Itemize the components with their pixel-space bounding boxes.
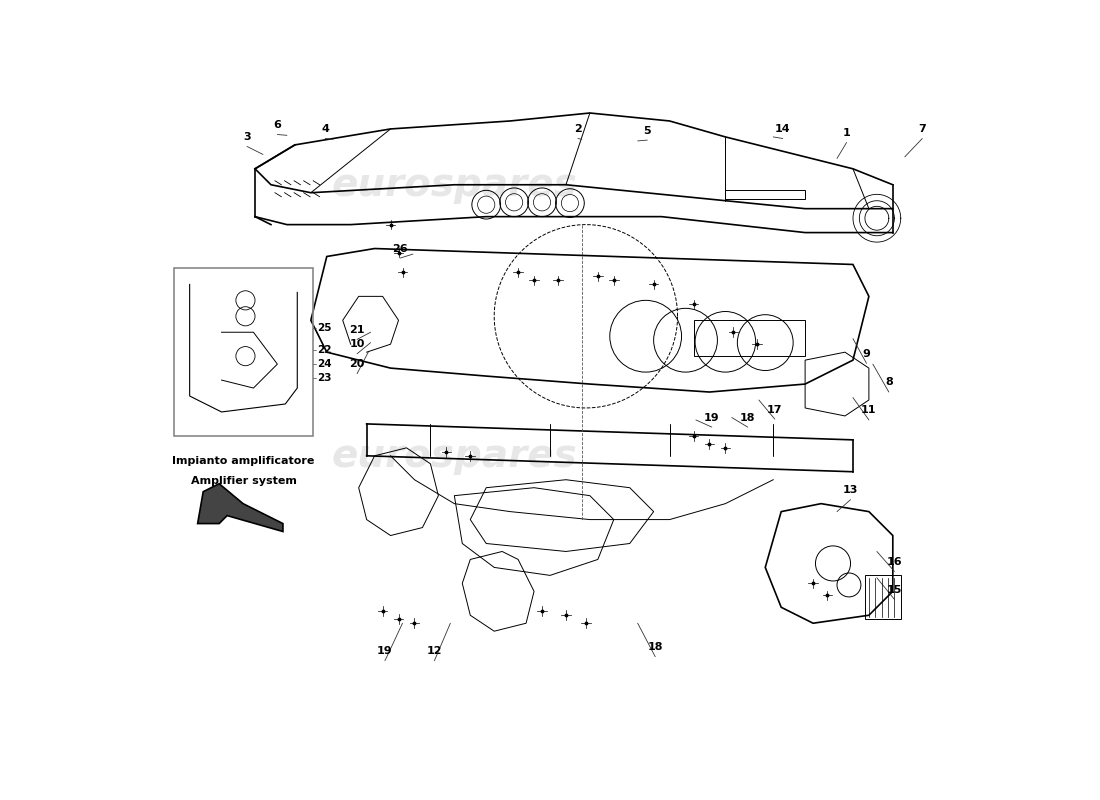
Text: 5: 5: [644, 126, 651, 135]
Text: 18: 18: [740, 413, 756, 422]
Text: 7: 7: [918, 124, 926, 134]
Text: 19: 19: [704, 413, 719, 422]
Text: 4: 4: [321, 124, 329, 134]
Text: 15: 15: [887, 585, 902, 594]
Text: 10: 10: [350, 339, 365, 349]
Polygon shape: [198, 484, 283, 531]
Text: Impianto amplificatore: Impianto amplificatore: [173, 456, 315, 466]
Text: 18: 18: [648, 642, 663, 652]
Text: 17: 17: [767, 405, 782, 414]
Text: 22: 22: [317, 345, 332, 354]
Text: 12: 12: [427, 646, 442, 656]
Text: eurospares: eurospares: [331, 437, 578, 475]
Bar: [865, 575, 901, 619]
Text: 3: 3: [243, 132, 251, 142]
Text: 23: 23: [317, 374, 332, 383]
Text: eurospares: eurospares: [331, 166, 578, 204]
Text: 26: 26: [393, 243, 408, 254]
Text: 8: 8: [884, 378, 893, 387]
Text: 9: 9: [862, 349, 870, 358]
Bar: [174, 269, 314, 436]
Text: 13: 13: [843, 485, 858, 495]
Text: 1: 1: [843, 128, 850, 138]
Text: 6: 6: [274, 120, 282, 130]
Text: 14: 14: [776, 124, 791, 134]
Bar: [725, 190, 805, 199]
Text: 20: 20: [350, 359, 365, 369]
Text: Amplifier system: Amplifier system: [190, 476, 296, 486]
Bar: [693, 320, 805, 356]
Text: 24: 24: [317, 359, 332, 369]
Text: 16: 16: [887, 557, 902, 567]
Text: 11: 11: [861, 406, 877, 415]
Text: 2: 2: [574, 124, 582, 134]
Text: 25: 25: [317, 323, 332, 334]
Text: 21: 21: [350, 325, 365, 335]
Text: 19: 19: [377, 646, 393, 656]
